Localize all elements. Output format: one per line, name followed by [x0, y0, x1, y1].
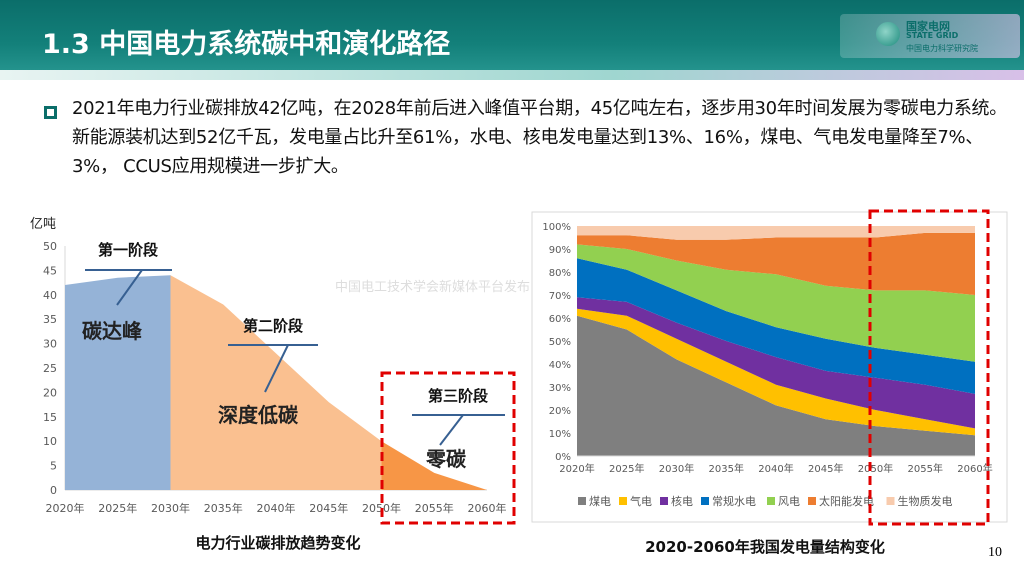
area-series-核电	[577, 297, 975, 429]
stage-pointer	[439, 414, 464, 446]
y-tick-label: 15	[43, 411, 57, 424]
y-tick-label: 45	[43, 264, 57, 277]
x-tick-label: 2025年	[98, 501, 137, 515]
legend-swatch	[701, 497, 709, 505]
header-bar: 1.3 中国电力系统碳中和演化路径 国家电网 STATE GRID 中国电力科学…	[0, 0, 1024, 80]
area-series-生物质发电	[577, 226, 975, 240]
stage-label: 碳达峰	[82, 319, 142, 343]
y-tick-label: 25	[43, 362, 57, 375]
emission-area-stage-2	[170, 275, 382, 490]
stage-name: 第三阶段	[428, 387, 488, 405]
page-number: 10	[988, 545, 1002, 560]
x-tick-label: 2055年	[415, 501, 454, 515]
y-tick-label: 20	[43, 386, 57, 399]
x-tick-label: 2060年	[957, 462, 992, 475]
legend-swatch	[619, 497, 627, 505]
stage-pointer	[116, 269, 143, 306]
legend-swatch	[886, 497, 895, 505]
emission-area-stage-3	[381, 441, 487, 490]
summary-text: 2021年电力行业碳排放42亿吨，在2028年前后进入峰值平台期，45亿吨左右，…	[72, 98, 1007, 177]
watermark: 中国电工技术学会新媒体平台发布	[335, 280, 531, 295]
x-tick-label: 2035年	[709, 462, 744, 475]
stage-pointer	[264, 344, 289, 393]
legend-label: 生物质发电	[898, 494, 953, 508]
logo-text: 国家电网	[906, 20, 950, 33]
logo-text: 中国电力科学研究院	[906, 44, 978, 53]
highlight-box	[868, 209, 990, 526]
y-tick-label: 100%	[542, 222, 571, 233]
x-tick-label: 2045年	[309, 501, 348, 515]
legend-label: 核电	[671, 494, 693, 508]
y-tick-label: 50	[43, 240, 57, 253]
bullet-square-icon	[44, 106, 57, 119]
x-tick-label: 2050年	[858, 462, 893, 475]
y-tick-label: 40%	[549, 360, 571, 371]
legend-swatch	[767, 497, 775, 505]
state-grid-logo: 国家电网 STATE GRID 中国电力科学研究院	[840, 14, 1020, 58]
stage-label: 深度低碳	[218, 403, 299, 427]
emission-area-stage-1	[65, 275, 171, 490]
y-axis-label: 亿吨	[30, 217, 56, 232]
y-tick-label: 40	[43, 289, 57, 302]
area-series-太阳能发电	[577, 232, 975, 295]
stage-name: 第一阶段	[98, 241, 158, 259]
y-tick-label: 60%	[549, 314, 571, 325]
legend-label: 常规水电	[712, 494, 756, 508]
x-tick-label: 2040年	[758, 462, 793, 475]
legend-label: 煤电	[589, 495, 611, 508]
y-tick-label: 30%	[549, 383, 571, 394]
globe-icon	[876, 22, 900, 46]
x-tick-label: 2020年	[559, 462, 594, 475]
legend-swatch	[660, 497, 668, 505]
area-series-煤电	[577, 315, 975, 456]
legend-swatch	[578, 497, 586, 505]
x-tick-label: 2060年	[468, 501, 507, 515]
x-tick-label: 2035年	[204, 501, 243, 515]
y-tick-label: 20%	[549, 406, 571, 417]
area-series-气电	[577, 308, 975, 436]
x-tick-label: 2020年	[46, 501, 85, 515]
chart-title: 2020-2060年我国发电量结构变化	[645, 538, 885, 556]
legend-label: 太阳能发电	[819, 494, 874, 508]
y-tick-label: 35	[43, 313, 57, 326]
stage-label: 零碳	[425, 447, 467, 471]
chart-title: 电力行业碳排放趋势变化	[195, 534, 360, 552]
area-series-常规水电	[577, 258, 975, 394]
x-tick-label: 2055年	[908, 462, 943, 475]
y-tick-label: 0%	[555, 452, 571, 463]
stage-name: 第二阶段	[243, 317, 303, 335]
legend-label: 气电	[630, 494, 652, 508]
y-tick-label: 0	[50, 484, 57, 497]
x-tick-label: 2025年	[609, 462, 644, 475]
legend-swatch	[808, 497, 816, 505]
logo-text: STATE GRID	[906, 31, 959, 40]
y-tick-label: 50%	[549, 337, 571, 348]
y-tick-label: 5	[50, 460, 57, 473]
y-tick-label: 10	[43, 435, 57, 448]
x-tick-label: 2045年	[808, 462, 843, 475]
y-tick-label: 90%	[549, 245, 571, 256]
y-tick-label: 30	[43, 338, 57, 351]
legend-label: 风电	[778, 495, 800, 508]
y-tick-label: 70%	[549, 291, 571, 302]
y-tick-label: 80%	[549, 268, 571, 279]
area-series-风电	[577, 244, 975, 362]
y-tick-label: 10%	[549, 429, 571, 440]
x-tick-label: 2040年	[257, 501, 296, 515]
x-tick-label: 2030年	[659, 462, 694, 475]
page-title: 1.3 中国电力系统碳中和演化路径	[42, 29, 451, 60]
x-tick-label: 2030年	[151, 501, 190, 515]
